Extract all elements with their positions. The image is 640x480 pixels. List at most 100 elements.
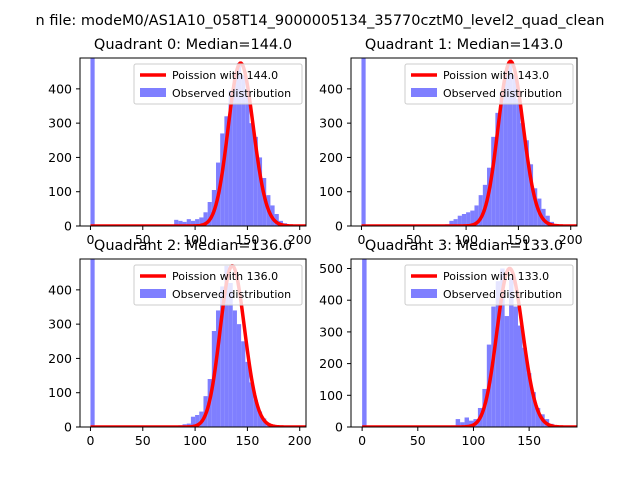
x-tick-label: 150: [517, 433, 541, 448]
x-tick-label: 150: [235, 433, 259, 448]
y-tick-label: 400: [48, 282, 72, 297]
histogram-bar: [499, 92, 504, 226]
x-tick-label: 200: [559, 232, 583, 247]
y-tick-label: 0: [335, 219, 343, 234]
histogram-bar: [232, 78, 237, 226]
histogram-bar: [524, 140, 529, 226]
histogram-bar: [520, 123, 525, 226]
histogram-bar: [512, 75, 517, 226]
legend-label-poisson: Poission with 133.0: [443, 270, 549, 283]
quadrant-3-plot: Quadrant 3: Median=133.0 0 50 100 150 0 100 200…: [319, 238, 578, 448]
histogram-bar: [178, 220, 183, 226]
histogram-bar: [545, 215, 550, 226]
quadrant-0-legend: Poission with 144.0 Observed distribution: [133, 63, 303, 105]
histogram-bar: [253, 399, 258, 427]
histogram-bar: [241, 75, 246, 226]
y-tick-label: 100: [319, 388, 343, 403]
y-tick-label: 200: [48, 351, 72, 366]
quadrant-0-title: Quadrant 0: Median=144.0: [94, 37, 292, 53]
histogram-bar: [517, 325, 523, 427]
histogram-bar: [362, 259, 367, 427]
histogram-bar: [236, 63, 242, 226]
histogram-bar: [460, 422, 465, 427]
x-tick-label: 100: [462, 433, 486, 448]
legend-box: [404, 63, 574, 105]
quadrant-2-plot: Quadrant 2: Median=136.0 0 50 100 150 200 0 100…: [48, 238, 312, 448]
quadrant-3-content: [361, 259, 577, 427]
histogram-bar: [224, 116, 229, 226]
y-tick-label: 300: [48, 317, 72, 332]
figure-title: n file: modeM0/AS1A10_058T14_9000005134_…: [36, 13, 605, 29]
y-tick-label: 400: [319, 81, 343, 96]
histogram-bar: [461, 214, 467, 226]
x-tick-label: 50: [406, 232, 422, 247]
histogram-bar: [528, 164, 534, 226]
histogram-bar: [526, 373, 532, 427]
x-tick-label: 150: [506, 232, 530, 247]
y-tick-label: 100: [48, 385, 72, 400]
legend-bar-swatch: [140, 88, 166, 97]
histogram-bar: [174, 219, 179, 226]
y-tick-label: 400: [319, 293, 343, 308]
quadrant-2-frame: [79, 258, 307, 428]
histogram-bar: [203, 212, 208, 226]
histogram-bar: [449, 220, 454, 226]
quadrant-0-plot: Quadrant 0: Median=144.0 0 50 100 150 200 0 100…: [48, 37, 312, 247]
histogram-bar: [522, 347, 527, 427]
histogram-bar: [274, 214, 279, 226]
histogram-bar: [466, 212, 471, 226]
histogram-bar: [241, 341, 246, 427]
y-tick-label: 300: [319, 116, 343, 131]
x-tick-label: 0: [357, 232, 365, 247]
quadrant-1-legend: Poission with 143.0 Observed distribution: [404, 63, 574, 105]
quadrant-3-title: Quadrant 3: Median=133.0: [365, 238, 563, 254]
histogram-bar: [236, 324, 242, 427]
x-tick-label: 150: [235, 232, 259, 247]
histogram-bar: [195, 415, 200, 427]
histogram-bar: [531, 392, 536, 427]
histogram-bar: [257, 411, 263, 427]
legend-box: [404, 264, 574, 306]
histogram-bar: [457, 215, 462, 226]
histogram-bar: [503, 75, 508, 226]
quadrant-3-frame: [350, 258, 578, 428]
legend-label-observed: Observed distribution: [443, 288, 562, 301]
legend-bar-swatch: [140, 289, 166, 298]
x-tick-label: 100: [454, 232, 478, 247]
histogram-bar: [224, 265, 229, 427]
histogram-bar: [182, 221, 187, 226]
quadrant-2-legend: Poission with 136.0 Observed distribution: [133, 264, 303, 306]
histogram-bar: [455, 419, 461, 427]
histogram-bar: [249, 382, 254, 427]
histogram-bar: [249, 123, 254, 226]
y-tick-label: 500: [319, 261, 343, 276]
histogram-bar: [257, 157, 263, 226]
histogram-bar: [533, 188, 538, 226]
legend-label-observed: Observed distribution: [172, 288, 291, 301]
quadrant-1-plot: Quadrant 1: Median=143.0 0 50 100 150 200 0 100…: [319, 37, 583, 247]
x-tick-label: 0: [358, 433, 366, 448]
quadrant-1-title: Quadrant 1: Median=143.0: [365, 37, 563, 53]
histogram-bar: [470, 210, 475, 226]
x-tick-label: 50: [410, 433, 426, 448]
histogram-bar: [90, 259, 95, 427]
histogram-bar: [228, 90, 233, 226]
histogram-bar: [245, 361, 250, 427]
x-tick-label: 50: [135, 433, 151, 448]
histogram-bar: [495, 281, 501, 427]
histogram-bar: [478, 195, 483, 226]
histogram-bar: [507, 61, 513, 226]
histogram-bar: [469, 420, 474, 427]
histogram-bar: [228, 283, 233, 427]
y-tick-label: 100: [48, 184, 72, 199]
legend-box: [133, 264, 303, 306]
poisson-curve: [89, 264, 306, 427]
histogram-bar: [474, 205, 479, 226]
x-tick-label: 50: [135, 232, 151, 247]
quadrant-1-frame: [350, 57, 578, 227]
quadrant-0-frame: [79, 57, 307, 227]
quadrant-2-title: Quadrant 2: Median=136.0: [94, 238, 292, 254]
legend-bar-swatch: [411, 289, 437, 298]
histogram-bar: [207, 202, 212, 226]
